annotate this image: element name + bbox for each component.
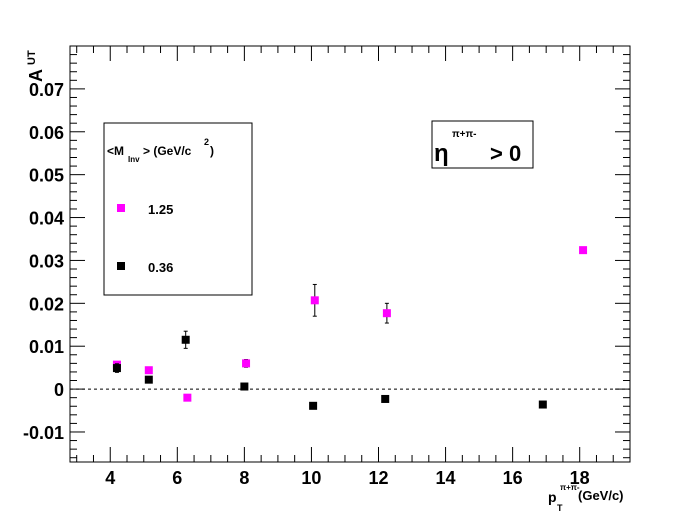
data-point-magenta [144,366,153,375]
data-point-magenta [242,359,251,368]
legend: <M Inv > (GeV/c 2 ) 1.25 0.36 [103,122,253,296]
x-tick-label: 4 [105,468,115,488]
data-point-black [144,375,153,384]
y-axis-label-sub: UT [26,50,38,65]
data-point-magenta [579,246,588,255]
x-tick-label: 18 [570,468,590,488]
legend-label-magenta: 1.25 [148,202,173,217]
data-point-black [538,400,547,409]
legend-marker-black [117,262,125,270]
legend-box [103,122,253,296]
x-axis-label: p T π+π- (GeV/c) [548,483,624,513]
legend-header-close: ) [210,144,214,158]
y-tick-label: 0.01 [29,337,64,357]
x-axis-label-unit: (GeV/c) [578,488,624,503]
x-tick-label: 14 [436,468,456,488]
data-point-black [181,335,190,344]
x-tick-label: 8 [239,468,249,488]
x-axis-label-sup: π+π- [560,483,580,492]
y-tick-label: 0.07 [29,80,64,100]
x-tick-label: 10 [301,468,321,488]
data-marks [112,246,588,410]
legend-header-rest: > (GeV/c [143,144,192,158]
legend-header-main: <M [107,144,124,158]
data-point-black [112,364,121,373]
data-point-magenta [310,296,319,305]
y-tick-label: 0.04 [29,209,64,229]
eta-superscript: π+π- [452,129,476,140]
y-axis-label: A UT [26,50,46,82]
data-point-magenta [183,393,192,402]
legend-header-sup: 2 [204,137,209,147]
y-axis-label-main: A [26,69,46,82]
plot-frame [69,45,631,463]
y-tick-label: 0 [54,380,64,400]
x-tick-label: 16 [503,468,523,488]
x-tick-label: 12 [368,468,388,488]
y-tick-label: 0.02 [29,294,64,314]
data-point-magenta [382,309,391,318]
x-tick-label: 6 [172,468,182,488]
eta-annotation: η π+π- > 0 [431,120,534,169]
x-axis-label-main: p [548,489,557,505]
x-axis-label-sub: T [557,503,563,513]
eta-symbol: η [434,140,449,167]
legend-header-sub: Inv [128,155,140,164]
y-tick-label: 0.03 [29,251,64,271]
eta-annotation-box [431,120,534,169]
data-point-black [381,394,390,403]
data-point-black [309,401,318,410]
legend-marker-magenta [117,204,125,212]
eta-condition: > 0 [490,141,521,166]
legend-label-black: 0.36 [148,260,173,275]
y-tick-label: 0.06 [29,123,64,143]
data-point-black [240,382,249,391]
axes: 4 6 8 10 12 14 16 18 -0.01 0 0.01 0.02 0.03 0.04 0.05 0… [23,45,631,488]
y-tick-label: -0.01 [23,423,64,443]
y-tick-label: 0.05 [29,166,64,186]
